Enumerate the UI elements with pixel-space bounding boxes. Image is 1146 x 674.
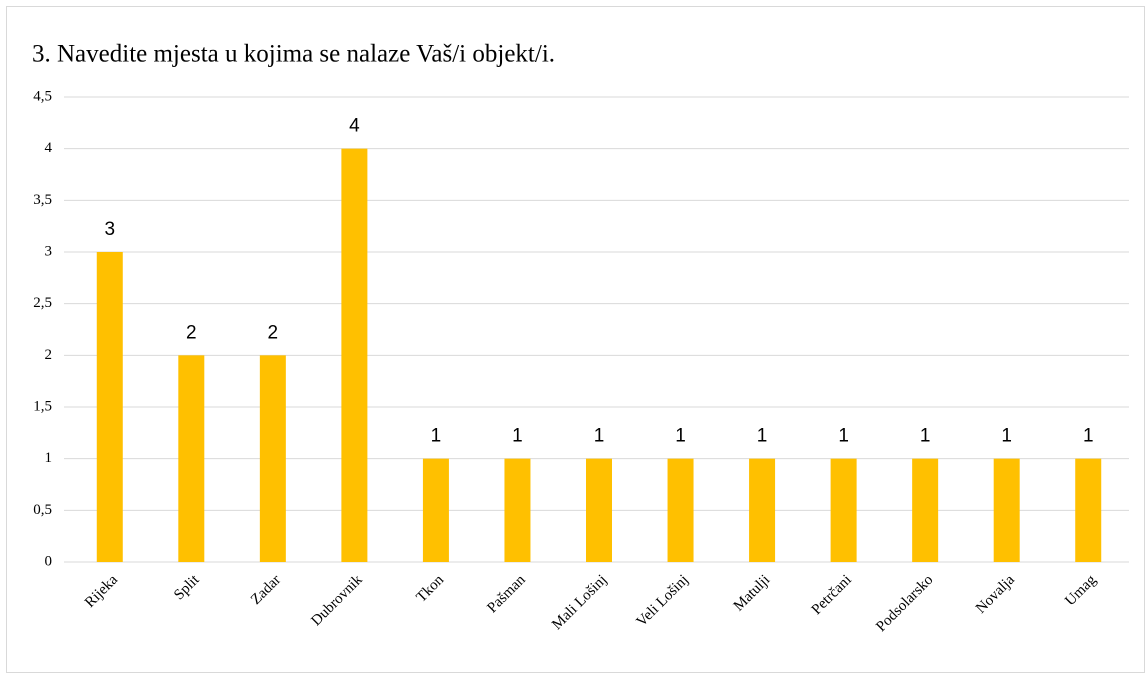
bar bbox=[586, 458, 612, 562]
bar bbox=[667, 458, 694, 562]
bar bbox=[178, 355, 205, 562]
data-label: 1 bbox=[838, 426, 849, 447]
bar bbox=[259, 355, 286, 562]
y-tick-label: 3,5 bbox=[33, 192, 52, 208]
y-tick-label: 1 bbox=[45, 450, 53, 466]
bar bbox=[830, 458, 857, 562]
y-tick-label: 4,5 bbox=[33, 88, 52, 104]
data-label: 2 bbox=[186, 322, 197, 343]
data-label: 2 bbox=[268, 322, 279, 343]
chart-title: 3. Navedite mjesta u kojima se nalaze Va… bbox=[32, 41, 555, 68]
data-label: 1 bbox=[431, 426, 442, 447]
data-label: 1 bbox=[675, 426, 686, 447]
bar bbox=[912, 458, 939, 562]
data-label: 1 bbox=[757, 426, 768, 447]
data-label: 1 bbox=[920, 426, 931, 447]
y-tick-label: 0 bbox=[45, 553, 53, 569]
y-tick-label: 3 bbox=[45, 243, 53, 259]
bar bbox=[993, 458, 1020, 562]
bar bbox=[96, 252, 123, 562]
data-label: 1 bbox=[1083, 426, 1094, 447]
bar bbox=[749, 458, 776, 562]
y-tick-label: 0,5 bbox=[33, 502, 52, 518]
data-label: 1 bbox=[512, 426, 523, 447]
data-label: 4 bbox=[349, 116, 360, 137]
bar bbox=[422, 458, 449, 562]
y-tick-label: 2,5 bbox=[33, 295, 52, 311]
data-label: 3 bbox=[104, 219, 115, 240]
y-tick-label: 1,5 bbox=[33, 398, 52, 414]
chart-border bbox=[6, 6, 1145, 673]
bar bbox=[341, 148, 368, 562]
y-tick-label: 4 bbox=[45, 140, 53, 156]
data-label: 1 bbox=[1001, 426, 1012, 447]
bar bbox=[1075, 458, 1102, 562]
data-label: 1 bbox=[594, 426, 605, 447]
bar bbox=[504, 458, 531, 562]
y-tick-label: 2 bbox=[45, 347, 53, 363]
